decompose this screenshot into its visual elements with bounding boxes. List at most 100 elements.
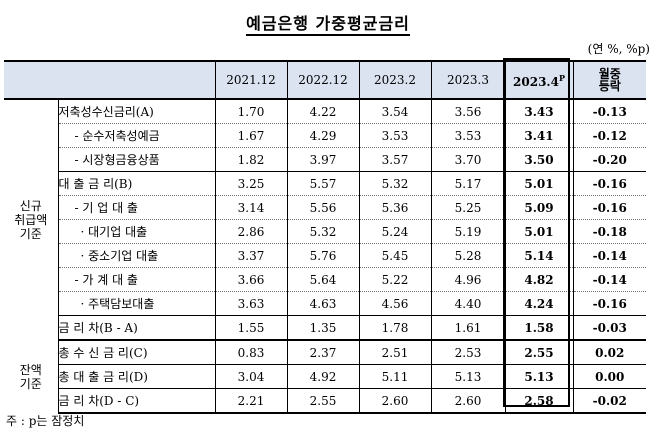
value-cell: 1.78 xyxy=(358,315,431,341)
change-cell: -0.14 xyxy=(572,243,646,268)
table-row: 총 대 출 금 리(D) 3.04 4.92 5.11 5.13 5.13 0.00 xyxy=(4,364,646,389)
value-cell: 5.22 xyxy=(358,267,431,292)
footnote: 주 : p는 잠정치 xyxy=(6,414,85,428)
row-label: - 시장형금융상품 xyxy=(58,147,215,172)
value-cell: 3.53 xyxy=(358,123,431,148)
value-cell: 1.70 xyxy=(214,99,287,124)
col-header-2021-12: 2021.12 xyxy=(214,60,287,100)
col-header-2023-2: 2023.2 xyxy=(358,60,431,100)
change-cell: -0.03 xyxy=(572,315,646,341)
table-row: · 주택담보대출 3.63 4.63 4.56 4.40 4.24 -0.16 xyxy=(4,291,646,316)
row-label: 저축성수신금리(A) xyxy=(58,99,215,124)
unit-label: (연 %, %p) xyxy=(587,42,650,56)
col-header-monthly-change: 월중 등락 xyxy=(572,60,646,100)
value-cell: 5.11 xyxy=(358,364,431,389)
table-row: · 중소기업 대출 3.37 5.76 5.45 5.28 5.14 -0.14 xyxy=(4,243,646,268)
row-label: 금 리 차(D - C) xyxy=(58,388,215,414)
group-label-line: 기준 xyxy=(19,227,42,241)
header-row: 2021.12 2022.12 2023.2 2023.3 2023.4P 월중… xyxy=(4,60,646,100)
value-cell: 4.82 xyxy=(504,267,573,292)
change-cell: 0.00 xyxy=(572,364,646,389)
value-cell: 2.53 xyxy=(430,340,505,365)
value-cell: 1.35 xyxy=(286,315,359,341)
value-cell: 3.53 xyxy=(430,123,505,148)
change-cell: -0.18 xyxy=(572,219,646,244)
value-cell: 1.55 xyxy=(214,315,287,341)
row-label: - 가 계 대 출 xyxy=(58,267,215,292)
value-cell: 1.82 xyxy=(214,147,287,172)
group-label-line: 신규 xyxy=(19,199,42,213)
value-cell: 3.14 xyxy=(214,195,287,220)
value-cell: 5.09 xyxy=(504,195,573,220)
value-cell: 3.50 xyxy=(504,147,573,172)
group-label-line: 취급액 xyxy=(14,213,48,227)
group-label-new: 신규 취급액 기준 xyxy=(4,99,59,340)
value-cell: 5.36 xyxy=(358,195,431,220)
col-header-2022-12: 2022.12 xyxy=(286,60,359,100)
value-cell: 5.64 xyxy=(286,267,359,292)
value-cell: 2.21 xyxy=(214,388,287,414)
col-header-2023-4-text: 2023.4 xyxy=(513,75,559,89)
col-header-change-line1: 월중 xyxy=(598,67,621,81)
group-label-balance: 잔액 기준 xyxy=(4,340,59,413)
value-cell: 5.19 xyxy=(430,219,505,244)
row-label: - 기 업 대 출 xyxy=(58,195,215,220)
value-cell: 5.56 xyxy=(286,195,359,220)
change-cell: -0.13 xyxy=(572,99,646,124)
value-cell: 4.29 xyxy=(286,123,359,148)
value-cell: 5.13 xyxy=(430,364,505,389)
table-row: 금 리 차(D - C) 2.21 2.55 2.60 2.60 2.58 -0.02 xyxy=(4,388,646,414)
value-cell: 3.54 xyxy=(358,99,431,124)
change-cell: -0.16 xyxy=(572,195,646,220)
value-cell: 5.57 xyxy=(286,171,359,196)
change-cell: -0.02 xyxy=(572,388,646,414)
value-cell: 5.25 xyxy=(430,195,505,220)
col-header-change-line2: 등락 xyxy=(598,79,621,93)
value-cell: 4.40 xyxy=(430,291,505,316)
value-cell: 2.60 xyxy=(358,388,431,414)
value-cell: 2.86 xyxy=(214,219,287,244)
change-cell: -0.20 xyxy=(572,147,646,172)
row-label: - 순수저축성예금 xyxy=(58,123,215,148)
page-title: 예금은행 가중평균금리 xyxy=(0,10,656,36)
value-cell: 3.25 xyxy=(214,171,287,196)
provisional-mark: P xyxy=(558,73,565,83)
row-label: 총 대 출 금 리(D) xyxy=(58,364,215,389)
change-cell: -0.14 xyxy=(572,267,646,292)
table-row: 대 출 금 리(B) 3.25 5.57 5.32 5.17 5.01 -0.16 xyxy=(4,171,646,196)
group-label-line: 잔액 xyxy=(19,362,42,377)
table-row: 신규 취급액 기준 저축성수신금리(A) 1.70 4.22 3.54 3.56 3.43 -0.… xyxy=(4,99,646,340)
value-cell: 2.55 xyxy=(504,340,573,365)
value-cell: 4.96 xyxy=(430,267,505,292)
value-cell: 2.60 xyxy=(430,388,505,414)
value-cell: 5.28 xyxy=(430,243,505,268)
value-cell: 5.32 xyxy=(358,171,431,196)
value-cell: 3.70 xyxy=(430,147,505,172)
table-row: - 순수저축성예금 1.67 4.29 3.53 3.53 3.41 -0.12 xyxy=(4,123,646,148)
row-label: · 대기업 대출 xyxy=(58,219,215,244)
value-cell: 0.83 xyxy=(214,340,287,365)
table-row: 금 리 차(B - A) 1.55 1.35 1.78 1.61 1.58 -0.03 xyxy=(4,315,646,341)
table-row: 잔액 기준 총 수 신 금 리(C) 0.83 2.37 2.51 2.53 2.55 0.02 xyxy=(4,340,646,413)
value-cell: 3.43 xyxy=(504,99,573,124)
group-label-line: 기준 xyxy=(19,376,42,391)
value-cell: 1.67 xyxy=(214,123,287,148)
value-cell: 4.63 xyxy=(286,291,359,316)
table-row: · 대기업 대출 2.86 5.32 5.24 5.19 5.01 -0.18 xyxy=(4,219,646,244)
value-cell: 3.41 xyxy=(504,123,573,148)
value-cell: 3.57 xyxy=(358,147,431,172)
value-cell: 3.37 xyxy=(214,243,287,268)
value-cell: 5.01 xyxy=(504,171,573,196)
header-corner xyxy=(4,60,215,100)
value-cell: 2.55 xyxy=(286,388,359,414)
value-cell: 3.66 xyxy=(214,267,287,292)
value-cell: 2.51 xyxy=(358,340,431,365)
value-cell: 2.37 xyxy=(286,340,359,365)
value-cell: 5.01 xyxy=(504,219,573,244)
value-cell: 4.92 xyxy=(286,364,359,389)
row-label: 금 리 차(B - A) xyxy=(58,315,215,341)
value-cell: 5.45 xyxy=(358,243,431,268)
interest-rate-table: 2021.12 2022.12 2023.2 2023.3 2023.4P 월중… xyxy=(4,60,646,414)
change-cell: 0.02 xyxy=(572,340,646,365)
row-label: 대 출 금 리(B) xyxy=(58,171,215,196)
